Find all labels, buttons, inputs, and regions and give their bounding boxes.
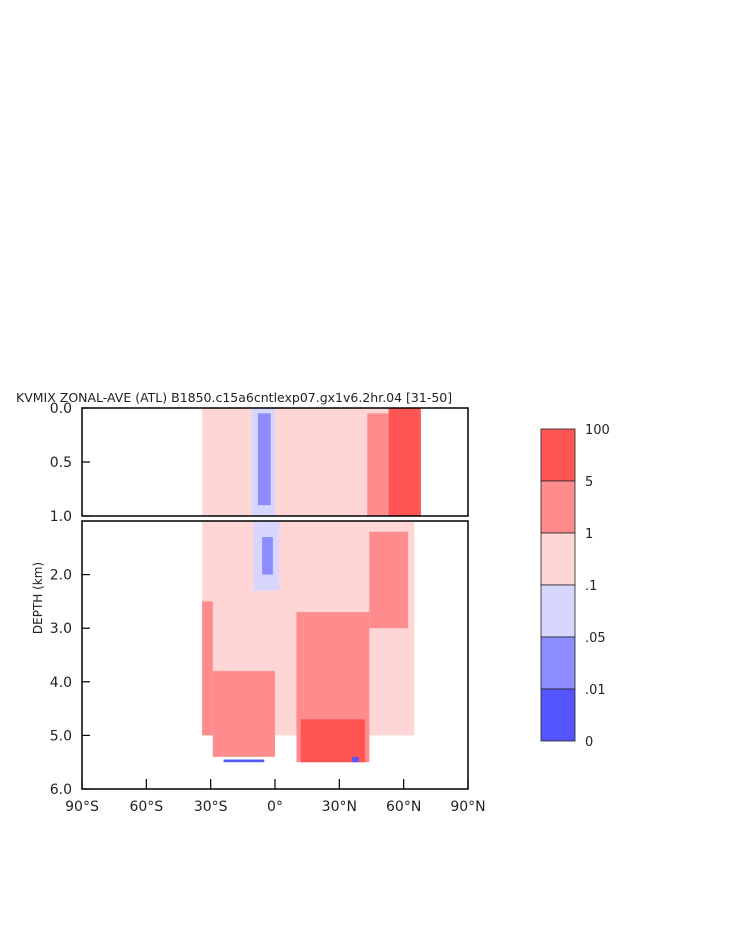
data-region	[202, 601, 213, 736]
data-region	[369, 531, 408, 629]
colorbar-swatch	[540, 584, 576, 638]
bottom-y-ticks: 2.0 3.0 4.0 5.0 6.0	[50, 568, 90, 798]
y-tick-label: 0.5	[50, 455, 72, 471]
top-panel: 0.0 0.5 1.0	[50, 401, 469, 525]
colorbar-swatch	[540, 428, 576, 482]
data-region	[352, 756, 359, 763]
y-tick-label: 0.0	[50, 401, 72, 417]
data-region	[262, 537, 273, 575]
colorbar-swatch	[540, 532, 576, 586]
y-tick-label: 1.0	[50, 509, 72, 525]
colorbar-swatch	[540, 688, 576, 742]
colorbar-label: .05	[585, 631, 606, 646]
x-tick-label: 60°S	[129, 799, 163, 815]
y-axis-label: DEPTH (km)	[31, 562, 45, 634]
bottom-panel: 2.03.04.05.06.0 90°S 60°S 30°S 0° 30°N 60°N 90…	[50, 520, 486, 815]
y-tick-label: 6.0	[50, 782, 72, 798]
x-tick-label: 30°S	[194, 799, 228, 815]
data-region	[388, 408, 421, 516]
y-tick-label: 5.0	[50, 728, 72, 744]
colorbar-label: 1	[585, 527, 593, 542]
x-tick-label: 0°	[267, 799, 283, 815]
data-region	[300, 719, 366, 763]
x-tick-label: 90°S	[65, 799, 99, 815]
colorbar-label: 100	[585, 423, 610, 438]
top-y-ticks: 0.0 0.5 1.0	[50, 401, 90, 525]
colorbar-label: .01	[585, 683, 606, 698]
data-region	[257, 413, 271, 506]
colorbar-swatch	[540, 480, 576, 534]
colorbar-swatch	[540, 636, 576, 690]
chart-title: KVMIX ZONAL-AVE (ATL) B1850.c15a6cntlexp…	[16, 390, 452, 405]
x-tick-label: 30°N	[322, 799, 357, 815]
colorbar: 100 5 1 .1 .05 .01 0	[540, 423, 610, 750]
colorbar-label: 5	[585, 475, 593, 490]
colorbar-label: .1	[585, 579, 597, 594]
x-tick-label: 90°N	[450, 799, 485, 815]
y-tick-label: 3.0	[50, 621, 72, 637]
data-region	[212, 671, 275, 757]
data-region	[223, 759, 265, 763]
x-tick-label: 60°N	[386, 799, 421, 815]
colorbar-label: 0	[585, 735, 593, 750]
top-panel-cells	[202, 408, 421, 516]
y-tick-label: 4.0	[50, 675, 72, 691]
bottom-panel-cells	[202, 521, 415, 763]
y-tick-label: 2.0	[50, 568, 72, 584]
x-ticks: 90°S 60°S 30°S 0° 30°N 60°N 90°N	[65, 779, 486, 815]
